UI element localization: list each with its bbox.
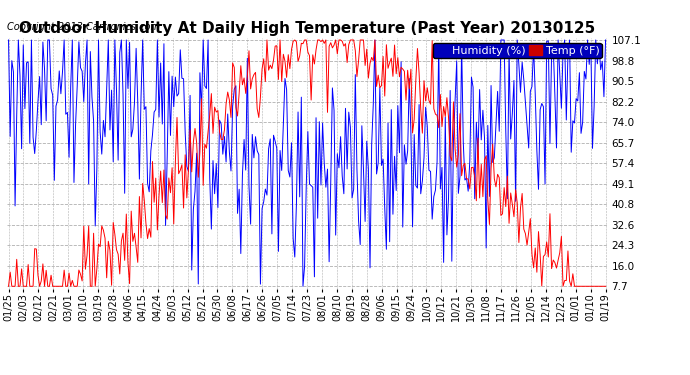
Title: Outdoor Humidity At Daily High Temperature (Past Year) 20130125: Outdoor Humidity At Daily High Temperatu… [19, 21, 595, 36]
Legend: Humidity (%), Temp (°F): Humidity (%), Temp (°F) [433, 43, 602, 58]
Text: Copyright 2013 Cartronics.com: Copyright 2013 Cartronics.com [7, 22, 160, 33]
